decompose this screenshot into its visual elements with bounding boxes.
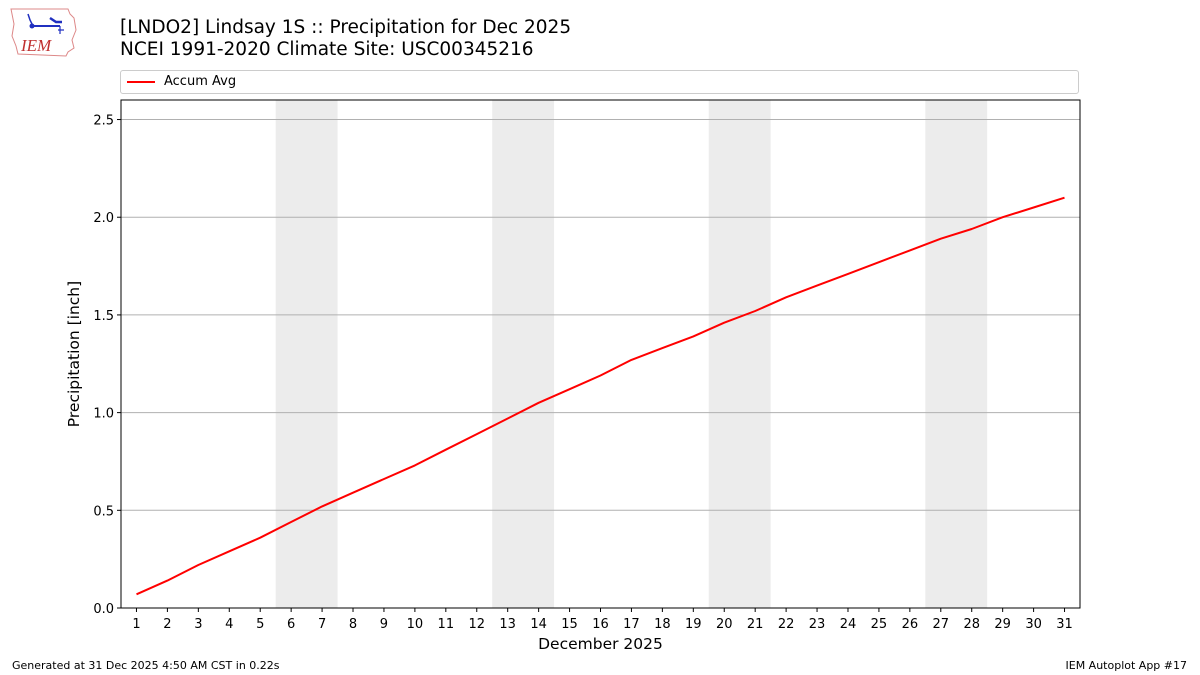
x-tick-label: 29 xyxy=(994,617,1011,632)
weekend-band xyxy=(708,100,771,608)
x-tick-label: 5 xyxy=(256,617,264,632)
x-tick-label: 9 xyxy=(380,617,388,632)
x-tick-label: 31 xyxy=(1056,617,1073,632)
weekend-band xyxy=(492,100,555,608)
x-tick-label: 16 xyxy=(592,617,609,632)
x-tick-label: 14 xyxy=(530,617,547,632)
plot-frame xyxy=(120,99,1081,609)
x-axis-label: December 2025 xyxy=(538,635,663,653)
x-tick-label: 10 xyxy=(407,617,424,632)
x-tick-label: 13 xyxy=(499,617,516,632)
x-tick-label: 12 xyxy=(468,617,485,632)
legend-label-accum-avg: Accum Avg xyxy=(164,74,237,89)
x-tick-label: 15 xyxy=(561,617,578,632)
x-tick-label: 23 xyxy=(809,617,826,632)
legend-swatch-accum-avg xyxy=(127,81,155,83)
y-tick-label: 2.0 xyxy=(93,211,114,226)
title-line-1: [LNDO2] Lindsay 1S :: Precipitation for … xyxy=(120,17,572,38)
x-tick-label: 2 xyxy=(163,617,171,632)
x-tick-label: 19 xyxy=(685,617,702,632)
series-line-accum-avg xyxy=(136,196,1065,596)
y-tick-label: 0.5 xyxy=(93,504,114,519)
y-tick-label: 2.5 xyxy=(93,114,114,129)
svg-text:IEM: IEM xyxy=(20,36,52,55)
x-tick-label: 17 xyxy=(623,617,640,632)
x-tick-label: 27 xyxy=(933,617,950,632)
x-tick-label: 26 xyxy=(902,617,919,632)
x-tick-label: 11 xyxy=(438,617,455,632)
x-tick-label: 30 xyxy=(1025,617,1042,632)
x-tick-label: 4 xyxy=(225,617,233,632)
x-tick-label: 18 xyxy=(654,617,671,632)
x-tick-label: 1 xyxy=(132,617,140,632)
x-tick-label: 20 xyxy=(716,617,733,632)
iem-logo: IEM xyxy=(10,8,77,57)
x-tick-label: 6 xyxy=(287,617,295,632)
x-tick-label: 22 xyxy=(778,617,795,632)
weekend-band xyxy=(275,100,338,608)
y-tick-label: 1.5 xyxy=(93,309,114,324)
title-line-2: NCEI 1991-2020 Climate Site: USC00345216 xyxy=(120,39,534,60)
y-tick-label: 1.0 xyxy=(93,407,114,422)
x-tick-label: 25 xyxy=(871,617,888,632)
app-id: IEM Autoplot App #17 xyxy=(1065,659,1188,672)
weekend-band xyxy=(925,100,988,608)
legend: Accum Avg xyxy=(120,70,1079,94)
x-tick-label: 8 xyxy=(349,617,357,632)
generated-timestamp: Generated at 31 Dec 2025 4:50 AM CST in … xyxy=(12,659,280,672)
x-tick-label: 28 xyxy=(963,617,980,632)
y-axis-label: Precipitation [inch] xyxy=(65,281,83,427)
x-tick-label: 24 xyxy=(840,617,857,632)
x-tick-label: 3 xyxy=(194,617,202,632)
x-tick-label: 7 xyxy=(318,617,326,632)
x-tick-label: 21 xyxy=(747,617,764,632)
y-tick-label: 0.0 xyxy=(93,602,114,617)
chart-title: [LNDO2] Lindsay 1S :: Precipitation for … xyxy=(120,17,571,61)
